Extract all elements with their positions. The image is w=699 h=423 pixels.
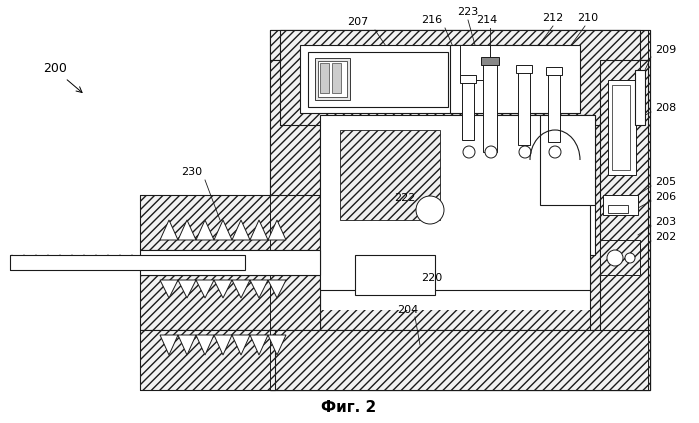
Bar xyxy=(481,57,499,65)
Bar xyxy=(270,30,650,60)
Bar xyxy=(540,115,595,205)
Polygon shape xyxy=(160,220,178,240)
Bar xyxy=(140,275,320,330)
Bar xyxy=(280,30,640,125)
Polygon shape xyxy=(232,335,250,355)
Bar xyxy=(548,72,560,142)
Text: 200: 200 xyxy=(43,61,67,74)
Bar xyxy=(318,61,347,97)
Bar xyxy=(635,70,645,125)
Polygon shape xyxy=(250,335,268,355)
Text: 214: 214 xyxy=(477,15,498,25)
Bar xyxy=(450,115,595,255)
Text: 204: 204 xyxy=(397,305,419,315)
Bar xyxy=(140,330,275,390)
Text: 209: 209 xyxy=(655,45,676,55)
Bar xyxy=(270,60,320,330)
Bar xyxy=(608,205,628,213)
Bar xyxy=(10,255,245,270)
Bar xyxy=(140,250,320,275)
Polygon shape xyxy=(232,280,250,298)
Polygon shape xyxy=(196,335,214,355)
Circle shape xyxy=(485,146,497,158)
Circle shape xyxy=(463,146,475,158)
Bar xyxy=(518,70,530,145)
Bar xyxy=(460,45,490,80)
Text: 208: 208 xyxy=(655,103,676,113)
Bar xyxy=(460,75,476,83)
Bar xyxy=(332,63,341,93)
Polygon shape xyxy=(268,335,286,355)
Bar xyxy=(270,330,650,390)
Polygon shape xyxy=(214,280,232,298)
Bar xyxy=(270,330,650,390)
Bar xyxy=(612,85,630,170)
Circle shape xyxy=(607,250,623,266)
Polygon shape xyxy=(214,220,232,240)
Text: 210: 210 xyxy=(577,13,598,23)
Circle shape xyxy=(519,146,531,158)
Polygon shape xyxy=(268,220,286,240)
Polygon shape xyxy=(250,220,268,240)
Text: 220: 220 xyxy=(421,273,442,283)
Circle shape xyxy=(416,196,444,224)
Bar xyxy=(516,65,532,73)
Bar xyxy=(483,62,497,152)
Polygon shape xyxy=(250,280,268,298)
Bar xyxy=(300,45,560,113)
Bar xyxy=(608,80,636,175)
Polygon shape xyxy=(214,335,232,355)
Bar xyxy=(308,52,448,107)
Text: 222: 222 xyxy=(394,193,416,203)
Bar xyxy=(270,30,650,390)
Text: Фиг. 2: Фиг. 2 xyxy=(322,401,377,415)
Bar xyxy=(340,130,440,220)
Text: 206: 206 xyxy=(655,192,676,202)
Polygon shape xyxy=(196,280,214,298)
Text: 202: 202 xyxy=(655,232,676,242)
Text: 223: 223 xyxy=(457,7,479,17)
Bar xyxy=(450,45,580,113)
Circle shape xyxy=(549,146,561,158)
Polygon shape xyxy=(196,220,214,240)
Bar xyxy=(462,80,474,140)
Bar xyxy=(320,115,590,290)
Bar xyxy=(140,195,320,250)
Circle shape xyxy=(625,253,635,263)
Polygon shape xyxy=(178,220,196,240)
Text: 207: 207 xyxy=(347,17,368,27)
Bar xyxy=(600,240,640,275)
Bar xyxy=(295,30,620,310)
Bar xyxy=(603,195,638,215)
Bar xyxy=(590,60,650,330)
Bar xyxy=(320,63,329,93)
Polygon shape xyxy=(178,335,196,355)
Polygon shape xyxy=(160,280,178,298)
Polygon shape xyxy=(268,280,286,298)
Polygon shape xyxy=(232,220,250,240)
Bar xyxy=(355,255,435,295)
Text: 205: 205 xyxy=(655,177,676,187)
Polygon shape xyxy=(178,280,196,298)
Bar xyxy=(546,67,562,75)
Polygon shape xyxy=(160,335,178,355)
Text: 203: 203 xyxy=(655,217,676,227)
Bar xyxy=(315,58,350,100)
Bar xyxy=(600,60,648,355)
Text: 230: 230 xyxy=(182,167,203,177)
Text: 212: 212 xyxy=(542,13,563,23)
Text: 216: 216 xyxy=(421,15,442,25)
